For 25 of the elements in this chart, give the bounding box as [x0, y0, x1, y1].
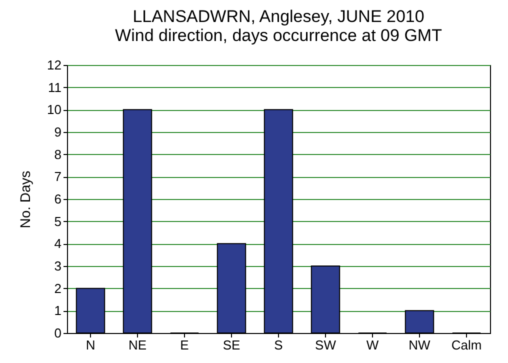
x-tick-label: Calm [451, 338, 482, 352]
y-tick-label: 3 [54, 258, 62, 274]
y-tick-label: 8 [54, 146, 62, 162]
y-tick-label: 12 [47, 58, 62, 72]
x-tick-label: W [366, 338, 380, 352]
chart-title: LLANSADWRN, Anglesey, JUNE 2010 [132, 7, 424, 26]
y-tick-label: 1 [54, 303, 62, 318]
x-tick-label: SW [315, 338, 337, 352]
chart-subtitle: Wind direction, days occurrence at 09 GMT [115, 26, 442, 45]
y-tick-label: 0 [54, 326, 62, 340]
x-tick-label: N [86, 338, 96, 352]
x-tick-label: SE [222, 338, 240, 352]
x-tick-label: NE [128, 338, 147, 352]
y-tick-label: 2 [54, 280, 62, 296]
y-tick-label: 4 [54, 236, 62, 252]
y-tick-label: 5 [54, 214, 62, 229]
y-tick-label: 6 [54, 192, 62, 206]
x-tick-label: S [274, 338, 284, 352]
y-tick-label: 7 [54, 169, 62, 184]
x-tick-label: NW [408, 338, 432, 352]
y-axis-title: No. Days [17, 170, 34, 228]
y-tick-label: 11 [48, 80, 62, 95]
y-tick-label: 9 [54, 124, 62, 140]
x-tick-label: E [180, 338, 190, 352]
y-tick-label: 10 [47, 102, 62, 118]
